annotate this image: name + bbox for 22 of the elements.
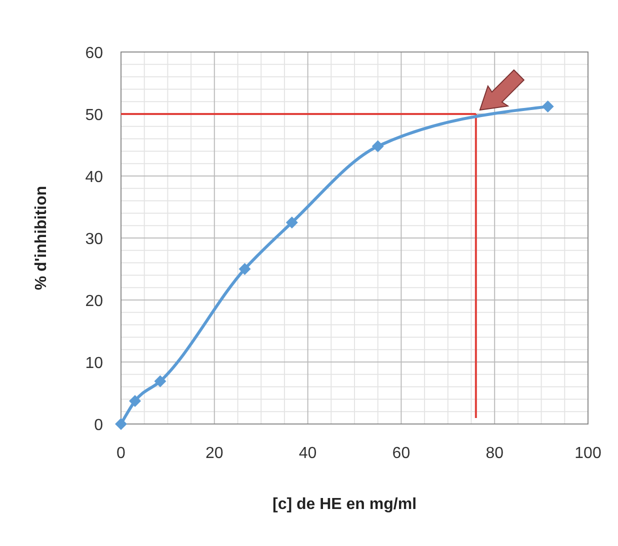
y-tick-label: 40 [85,169,104,186]
point [238,263,251,275]
y-tick-label: 20 [85,293,104,310]
x-tick-label: 0 [116,445,126,462]
point [372,140,384,152]
y-tick-label: 30 [85,231,104,248]
x-tick-label: 40 [298,445,317,462]
x-tick-label: 60 [392,445,410,462]
x-axis-title: [c] de HE en mg/ml [272,496,417,513]
point [154,375,166,388]
y-axis-title: % d'inhibition [33,186,50,290]
point [286,216,298,228]
point [129,395,142,408]
y-tick-label: 60 [85,45,104,62]
x-tick-label: 20 [206,445,224,462]
y-tick-label: 0 [94,417,104,434]
point [542,100,554,113]
y-tick-label: 50 [85,107,104,124]
x-tick-label: 100 [574,445,602,462]
y-tick-label: 10 [85,355,104,372]
x-tick-label: 80 [486,445,504,462]
point [115,418,127,430]
